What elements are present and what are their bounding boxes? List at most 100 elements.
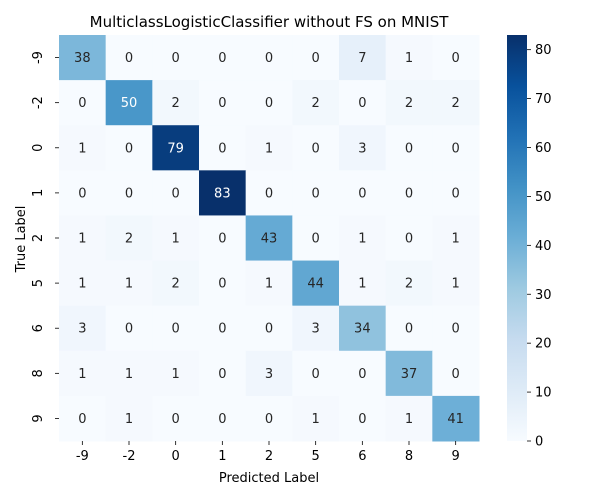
heatmap-cell	[245, 215, 293, 262]
cell-value-label: 0	[172, 186, 180, 201]
y-tick-label: 6	[31, 324, 46, 332]
heatmap-cell	[152, 35, 200, 81]
colorbar: 0 10 20 30 40 50 60 70 80	[507, 35, 552, 450]
cell-value-label: 0	[452, 51, 460, 66]
heatmap-cell	[292, 260, 340, 307]
heatmap-cell	[105, 80, 153, 126]
cell-value-label: 1	[452, 277, 460, 292]
cell-value-label: 0	[265, 322, 273, 337]
y-tick-label: 2	[31, 234, 46, 242]
heatmap-cell	[59, 215, 107, 262]
heatmap-cell	[59, 305, 107, 352]
y-tick-label: 1	[31, 189, 46, 197]
x-tick-label: -2	[123, 449, 136, 464]
cell-value-label: 1	[78, 367, 86, 382]
colorbar-tick-label: 20	[535, 337, 552, 352]
heatmap-cell	[432, 125, 480, 171]
cell-value-label: 2	[125, 232, 133, 247]
y-tick-label: -9	[31, 51, 46, 64]
heatmap-cell	[199, 305, 247, 352]
colorbar-tick-label: 60	[535, 141, 552, 156]
heatmap-cell	[59, 170, 107, 216]
y-axis-label: True Label	[14, 206, 29, 274]
cell-value-label: 1	[78, 141, 86, 156]
cell-value-label: 0	[265, 186, 273, 201]
colorbar-tick-label: 10	[535, 386, 552, 401]
cell-value-label: 1	[172, 367, 180, 382]
cell-value-label: 0	[312, 367, 320, 382]
cell-value-label: 41	[447, 412, 464, 427]
cell-value-label: 1	[312, 412, 320, 427]
heatmap-cell	[245, 170, 293, 216]
heatmap-cells: 38 0 0 0 0 0 7 1 0 0 50 2 0 0 2 0 2 2 1 0 79 0 1 0 3 0 0 0 0 0 83 0 0 0 0 0…	[59, 35, 480, 442]
heatmap-cell	[199, 395, 247, 442]
cell-value-label: 0	[265, 51, 273, 66]
cell-value-label: 0	[265, 412, 273, 427]
cell-value-label: 2	[405, 277, 413, 292]
y-tick-label: 9	[31, 414, 46, 422]
cell-value-label: 0	[172, 51, 180, 66]
x-tick-label: 2	[265, 449, 273, 464]
heatmap-cell	[292, 215, 340, 262]
heatmap-cell	[59, 260, 107, 307]
x-tick-label: -9	[76, 449, 89, 464]
cell-value-label: 1	[265, 141, 273, 156]
cell-value-label: 1	[452, 232, 460, 247]
cell-value-label: 7	[358, 51, 366, 66]
heatmap-cell	[245, 80, 293, 126]
cell-value-label: 0	[172, 412, 180, 427]
heatmap-cell	[432, 395, 480, 442]
heatmap-cell	[245, 395, 293, 442]
cell-value-label: 0	[218, 412, 226, 427]
heatmap-cell	[105, 35, 153, 81]
cell-value-label: 0	[405, 232, 413, 247]
heatmap-cell	[105, 215, 153, 262]
heatmap-cell	[432, 215, 480, 262]
cell-value-label: 0	[405, 186, 413, 201]
cell-value-label: 1	[265, 277, 273, 292]
heatmap-cell	[245, 305, 293, 352]
cell-value-label: 3	[78, 322, 86, 337]
x-tick-label: 6	[358, 449, 366, 464]
heatmap-cell	[59, 35, 107, 81]
heatmap-cell	[199, 80, 247, 126]
colorbar-tick-label: 70	[535, 92, 552, 107]
heatmap-cell	[339, 170, 387, 216]
cell-value-label: 0	[172, 322, 180, 337]
heatmap-cell	[292, 305, 340, 352]
cell-value-label: 0	[452, 186, 460, 201]
cell-value-label: 1	[358, 232, 366, 247]
heatmap-cell	[339, 260, 387, 307]
cell-value-label: 1	[125, 412, 133, 427]
cell-value-label: 37	[401, 367, 418, 382]
cell-value-label: 0	[218, 367, 226, 382]
cell-value-label: 1	[78, 277, 86, 292]
heatmap-cell	[105, 350, 153, 397]
colorbar-tick-label: 0	[535, 435, 543, 450]
heatmap-cell	[292, 35, 340, 81]
heatmap-cell	[432, 305, 480, 352]
heatmap-cell	[432, 170, 480, 216]
colorbar-ticks: 0 10 20 30 40 50 60 70 80	[527, 43, 552, 450]
heatmap-cell	[199, 125, 247, 171]
heatmap-cell	[199, 350, 247, 397]
heatmap-cell	[59, 125, 107, 171]
colorbar-tick-label: 30	[535, 288, 552, 303]
heatmap-cell	[199, 215, 247, 262]
cell-value-label: 0	[405, 322, 413, 337]
cell-value-label: 0	[312, 51, 320, 66]
y-tick-label: 8	[31, 369, 46, 377]
heatmap-cell	[152, 350, 200, 397]
cell-value-label: 3	[312, 322, 320, 337]
heatmap-cell	[152, 125, 200, 171]
cell-value-label: 2	[405, 96, 413, 111]
y-tick-label: 0	[31, 144, 46, 152]
heatmap-cell	[105, 395, 153, 442]
heatmap-cell	[385, 395, 433, 442]
cell-value-label: 0	[125, 51, 133, 66]
x-tick-label: 0	[172, 449, 180, 464]
heatmap-cell	[339, 125, 387, 171]
heatmap-cell	[152, 260, 200, 307]
cell-value-label: 1	[125, 277, 133, 292]
